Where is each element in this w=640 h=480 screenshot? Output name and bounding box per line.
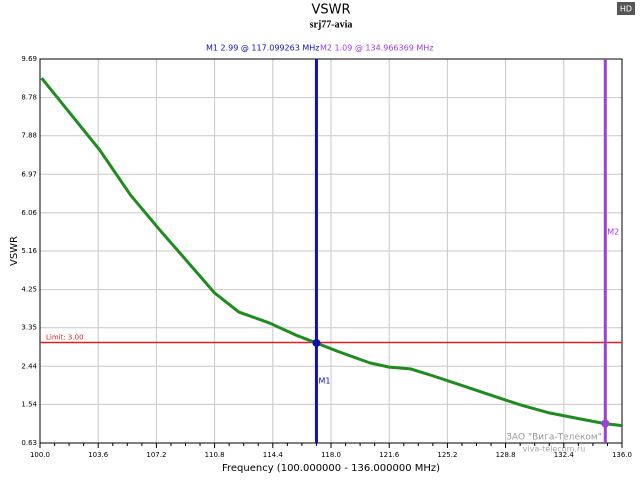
y-tick-label: 6.06 [21, 209, 37, 217]
watermark: viva-telecom.ru [523, 445, 586, 454]
y-tick-label: 3.35 [21, 324, 37, 332]
x-tick-label: 114.4 [263, 451, 284, 459]
x-tick-label: 110.8 [205, 451, 225, 459]
x-tick-label: 132.4 [554, 451, 575, 459]
y-tick-label: 4.25 [21, 286, 37, 294]
marker-readout: M2 1.09 @ 134.966369 MHz [320, 44, 433, 53]
watermark: ЗАО "Вига-Телеком" [506, 433, 602, 443]
x-tick-label: 128.8 [496, 451, 516, 459]
x-axis-label: Frequency (100.000000 - 136.000000 MHz) [222, 463, 440, 474]
x-tick-label: 100.0 [30, 451, 50, 459]
x-tick-label: 121.6 [379, 451, 400, 459]
y-tick-label: 2.44 [21, 362, 37, 370]
x-tick-label: 118.0 [321, 451, 341, 459]
y-tick-label: 8.78 [21, 94, 37, 102]
data-line [40, 77, 623, 428]
y-axis-label: VSWR [9, 236, 20, 266]
x-tick-label: 125.2 [437, 451, 457, 459]
badge: HD [620, 5, 632, 14]
y-tick-label: 1.54 [21, 400, 37, 408]
y-tick-label: 9.69 [21, 55, 37, 63]
plot-frame [39, 58, 623, 444]
marker-point [312, 338, 321, 347]
chart-subtitle: srj77-avia [310, 19, 353, 30]
x-tick-label: 107.2 [146, 451, 166, 459]
limit-label: Limit: 3.00 [46, 334, 84, 342]
marker-point [601, 419, 610, 428]
y-tick-label: 0.63 [21, 439, 37, 447]
chart-title: VSWR [311, 3, 350, 18]
y-tick-label: 6.97 [21, 170, 37, 178]
x-tick-label: 103.6 [88, 451, 109, 459]
y-tick-label: 7.88 [21, 132, 37, 140]
marker-name: M1 [318, 377, 330, 386]
marker-readout: M1 2.99 @ 117.099263 MHz [206, 44, 319, 53]
marker-name: M2 [607, 228, 619, 237]
x-tick-label: 136.0 [612, 451, 632, 459]
y-tick-label: 5.16 [21, 247, 37, 255]
badge-bg [617, 2, 635, 15]
